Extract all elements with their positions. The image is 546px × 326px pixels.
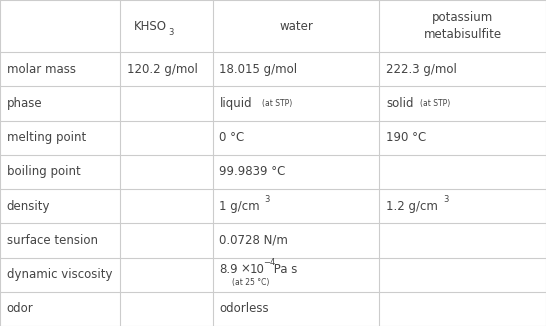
Text: 3: 3 [168,28,174,37]
Text: 190 °C: 190 °C [386,131,426,144]
Text: 1.2 g/cm: 1.2 g/cm [386,200,438,213]
Text: surface tension: surface tension [7,234,98,247]
Text: 222.3 g/mol: 222.3 g/mol [386,63,457,76]
Text: density: density [7,200,50,213]
Text: molar mass: molar mass [7,63,75,76]
Text: 99.9839 °C: 99.9839 °C [219,166,286,178]
Text: 0.0728 N/m: 0.0728 N/m [219,234,288,247]
Text: 0 °C: 0 °C [219,131,245,144]
Text: (at STP): (at STP) [262,99,292,108]
Text: phase: phase [7,97,42,110]
Text: water: water [279,20,313,33]
Text: KHSO: KHSO [134,20,167,33]
Text: 18.015 g/mol: 18.015 g/mol [219,63,298,76]
Text: −4: −4 [263,258,275,267]
Text: dynamic viscosity: dynamic viscosity [7,268,112,281]
Text: odorless: odorless [219,303,269,315]
Text: 3: 3 [264,195,270,204]
Text: 10: 10 [250,263,264,276]
Text: boiling point: boiling point [7,166,80,178]
Text: odor: odor [7,303,33,315]
Text: liquid: liquid [219,97,252,110]
Text: Pa s: Pa s [270,263,297,276]
Text: 3: 3 [443,195,449,204]
Text: melting point: melting point [7,131,86,144]
Text: (at 25 °C): (at 25 °C) [232,278,269,287]
Text: ×: × [240,263,250,276]
Text: 1 g/cm: 1 g/cm [219,200,260,213]
Text: 8.9: 8.9 [219,263,238,276]
Text: 120.2 g/mol: 120.2 g/mol [127,63,198,76]
Text: potassium
metabisulfite: potassium metabisulfite [424,11,502,41]
Text: (at STP): (at STP) [420,99,450,108]
Text: solid: solid [386,97,413,110]
